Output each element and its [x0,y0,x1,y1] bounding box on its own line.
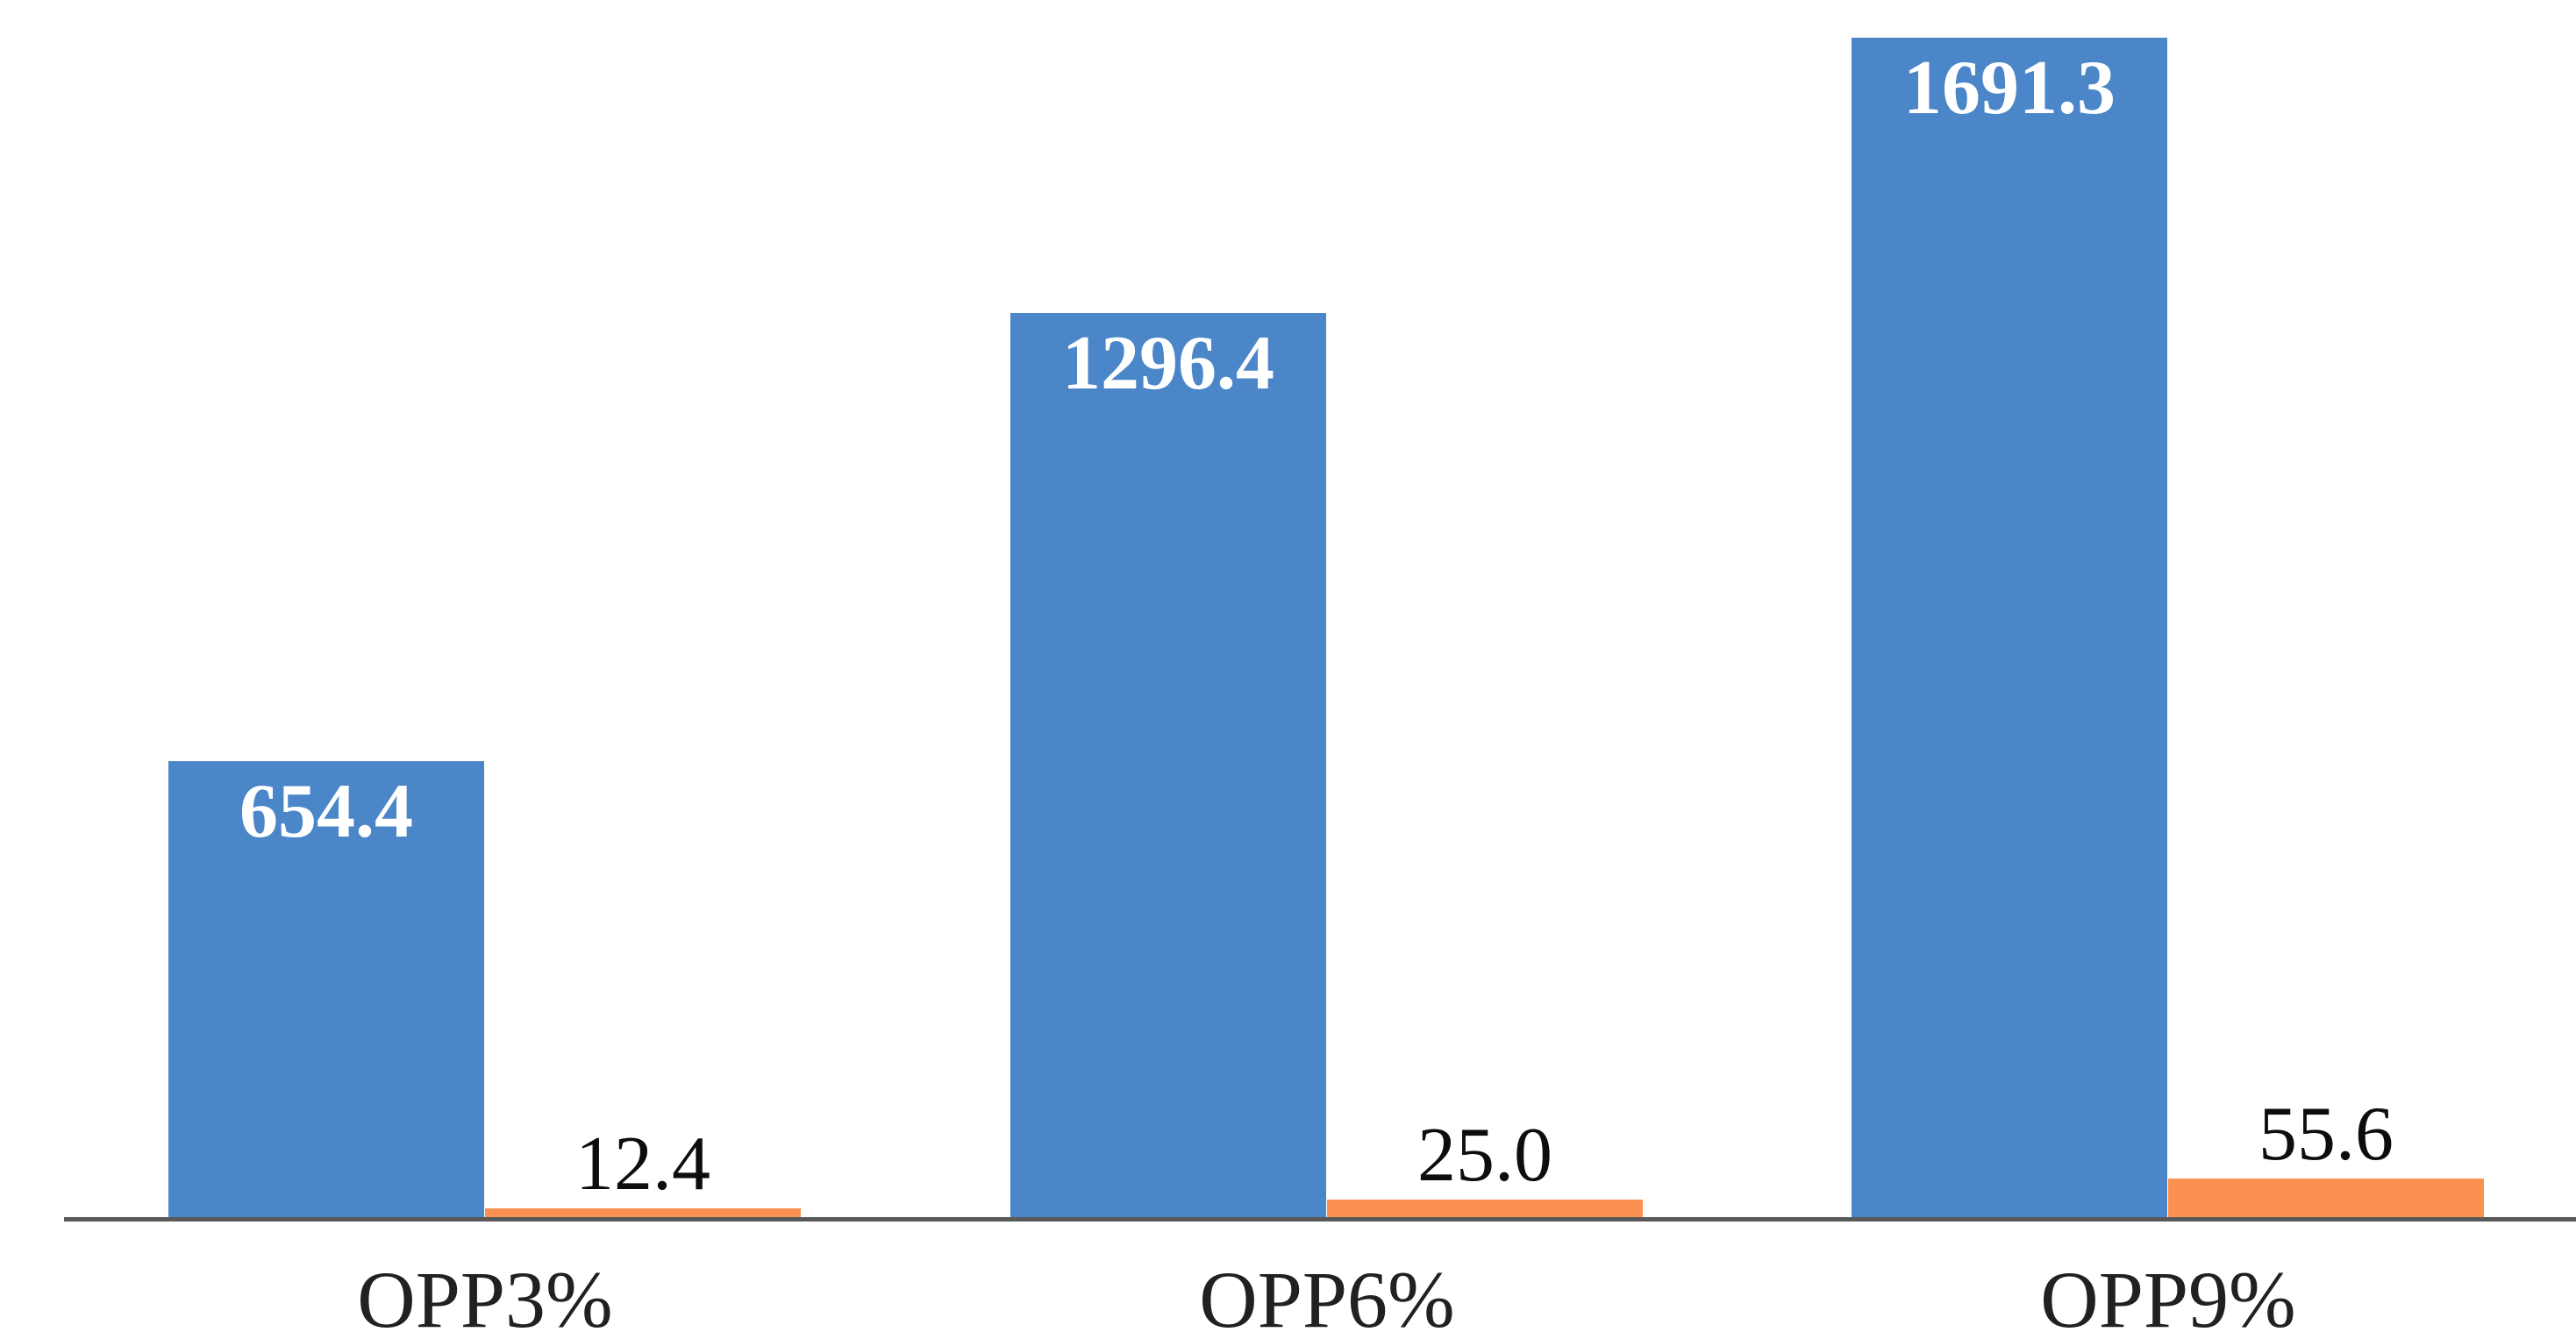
data-label-opp3-orange: 12.4 [575,1122,710,1207]
bar-opp3-orange [485,1208,801,1217]
x-axis-line [64,1217,2576,1222]
data-label-opp9-blue: 1691.3 [1903,46,2116,131]
data-label-opp9-orange: 55.6 [2258,1092,2394,1177]
bar-opp9-orange [2168,1179,2484,1217]
data-label-opp6-blue: 1296.4 [1062,321,1274,406]
data-label-opp3-blue: 654.4 [239,769,413,854]
data-label-opp6-orange: 25.0 [1417,1113,1552,1198]
bar-opp9-blue [1852,38,2167,1217]
x-axis-label-opp9: OPP9% [2040,1255,2296,1332]
x-axis-label-opp3: OPP3% [357,1255,613,1332]
clustered-bar-chart: 654.4 12.4 1296.4 25.0 1691.3 55.6 OPP3% OPP6%… [35,14,2576,1332]
x-axis-label-opp6: OPP6% [1199,1255,1455,1332]
bar-opp6-blue [1010,313,1326,1217]
bar-opp3-blue [168,761,484,1217]
plot-area: 654.4 12.4 1296.4 25.0 1691.3 55.6 [35,14,2576,1217]
bar-opp6-orange [1327,1200,1643,1217]
